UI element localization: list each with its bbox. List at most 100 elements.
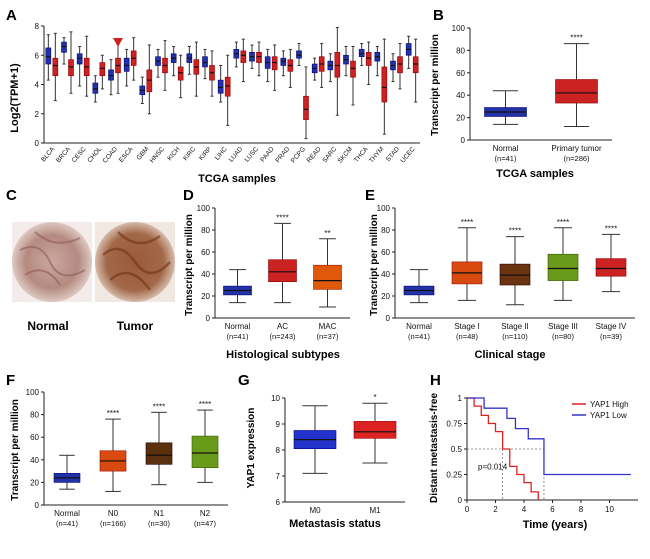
- h-x-tick-label: 10: [605, 505, 614, 514]
- h-x-tick-label: 4: [522, 505, 527, 514]
- y-axis-label-h: Distant metastasis-free: [429, 393, 440, 503]
- x-axis-label-b: TCGA samples: [496, 168, 574, 180]
- f-x-tick-label: N1: [154, 509, 165, 518]
- b-y-tick-label: 80: [456, 46, 465, 55]
- a-x-tick-label: PAAD: [259, 146, 276, 164]
- x-axis-label-g: Metastasis status: [289, 518, 381, 530]
- ihc-normal-texture: [19, 231, 86, 286]
- h-p-value: p=0.014: [478, 462, 508, 471]
- f-x-tick-label: N2: [200, 509, 211, 518]
- f-y-tick-label: 60: [30, 433, 39, 442]
- panel-label-e: E: [365, 187, 375, 204]
- a-x-tick-label: KIRC: [182, 146, 198, 163]
- b-x-tick-label: Primary tumor: [551, 144, 602, 153]
- a-x-tick-label: CESC: [71, 146, 88, 165]
- g-x-tick-label: M0: [309, 506, 321, 515]
- b-y-tick-label: 60: [456, 69, 465, 78]
- panel-label-g: G: [238, 372, 250, 389]
- h-legend-label: YAP1 Low: [590, 411, 627, 420]
- a-box-normal-box: [280, 57, 287, 66]
- f-y-tick-label: 0: [35, 501, 40, 510]
- e-y-tick-label: 20: [381, 292, 390, 301]
- y-axis-label-d: Transcript per million: [184, 214, 195, 316]
- e-box-box: [547, 253, 579, 281]
- d-y-tick-label: 0: [206, 314, 211, 323]
- e-x-tick-label: Stage II: [501, 322, 529, 331]
- d-x-tick-label: MAC: [319, 322, 337, 331]
- d-y-tick-label: 100: [197, 204, 211, 213]
- b-count-label: (n=286): [563, 154, 590, 163]
- g-y-tick-label: 6: [276, 498, 281, 507]
- panel-label-b: B: [433, 7, 444, 24]
- y-axis-label-e: Transcript per million: [369, 214, 380, 316]
- h-y-tick-label: 0: [458, 496, 463, 505]
- d-x-tick-label: AC: [277, 322, 288, 331]
- plot-area-f: 020406080100Normal(n=41)N0(n=166)****N1(…: [26, 388, 228, 528]
- panel-f: F Transcript per million 0 20 40 60 80 100 Nor…: [6, 372, 228, 528]
- e-y-tick-label: 0: [386, 314, 391, 323]
- h-y-tick-label: 0.5: [451, 445, 463, 454]
- f-count-label: (n=166): [100, 519, 127, 528]
- a-box-tumor-box: [68, 59, 74, 77]
- a-box-tumor-box: [224, 76, 231, 97]
- a-x-tick-label: SKCM: [337, 146, 354, 165]
- a-x-tick-label: BRCA: [55, 145, 72, 164]
- a-box-tumor-box: [350, 60, 356, 78]
- d-significance: **: [324, 229, 330, 238]
- a-x-tick-label: HNSC: [149, 146, 166, 165]
- x-axis-label-a: TCGA samples: [198, 173, 276, 185]
- a-box-tumor-box: [397, 56, 403, 74]
- a-box-normal-box: [76, 53, 83, 65]
- a-x-tick-label: UCEC: [399, 146, 416, 165]
- a-box-normal-box: [217, 79, 224, 94]
- a-x-tick-label: LUAD: [228, 146, 245, 164]
- h-x-tick-label: 6: [550, 505, 555, 514]
- e-y-tick-label: 40: [381, 270, 390, 279]
- panel-d: D Transcript per million 0 20 40 60 80 100 Nor…: [183, 187, 350, 361]
- e-y-tick-label: 60: [381, 248, 390, 257]
- b-x-tick-label: Normal: [493, 144, 519, 153]
- plot-area-e: 0 20 40 60 80 100 Normal(n=41) Stage I(n=48) ***…: [377, 204, 635, 341]
- h-y-tick-label: 1: [458, 394, 463, 403]
- f-x-tick-label: N0: [108, 509, 119, 518]
- y-axis-label-g: YAP1 expression: [246, 408, 257, 489]
- d-count-label: (n=41): [227, 332, 249, 341]
- f-box-box: [191, 435, 219, 469]
- a-x-tick-label: ESCA: [118, 145, 135, 164]
- plot-area-b: 0 20 40 60 80 100 Normal(n=41) Primary tumor(n=…: [452, 24, 612, 163]
- h-y-tick-label: 0.75: [446, 420, 462, 429]
- x-axis-label-h: Time (years): [523, 519, 588, 531]
- a-box-normal-box: [92, 82, 99, 94]
- d-y-tick-label: 40: [201, 270, 210, 279]
- d-y-tick-label: 20: [201, 292, 210, 301]
- f-significance: ****: [107, 409, 119, 418]
- a-x-tick-label: PRAD: [274, 146, 291, 165]
- a-x-tick-label: COAD: [102, 146, 120, 165]
- e-significance: ****: [557, 218, 569, 227]
- d-x-tick-label: Normal: [225, 322, 251, 331]
- panel-label-f: F: [6, 372, 15, 389]
- panel-e: E Transcript per million 0 20 40 60 80 100 Nor…: [365, 187, 635, 361]
- h-survival-curve-low: [467, 397, 631, 476]
- a-box-tumor-box: [303, 95, 309, 120]
- e-box-box: [595, 258, 627, 277]
- a-box-tumor-box: [334, 52, 341, 78]
- plot-area-g: 6 7 8 9 10 M0 M1 *: [271, 393, 405, 515]
- panel-g: G YAP1 expression 6 7 8 9 10 M0 M1 * Metastasis…: [238, 372, 405, 530]
- a-box-normal-box: [123, 57, 130, 72]
- d-significance: ****: [276, 213, 288, 222]
- panel-c: C Normal Tumor: [6, 187, 175, 333]
- a-y-tick-label: 8: [35, 22, 40, 31]
- e-count-label: (n=39): [600, 332, 622, 341]
- panel-label-c: C: [6, 187, 17, 204]
- f-box-box: [145, 442, 173, 465]
- a-box-tumor-box: [99, 62, 106, 77]
- d-y-tick-label: 60: [201, 248, 210, 257]
- a-box-tumor-box: [240, 50, 247, 63]
- a-box-tumor-box: [381, 66, 388, 103]
- marker-triangle: [113, 38, 123, 47]
- f-x-tick-label: Normal: [54, 509, 80, 518]
